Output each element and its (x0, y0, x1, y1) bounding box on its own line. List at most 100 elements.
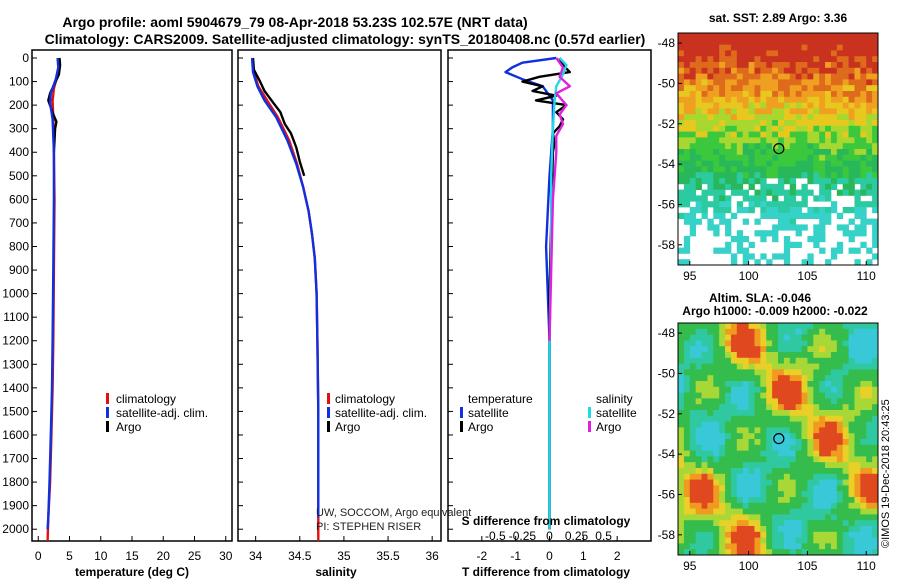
map-cell (819, 485, 826, 492)
map-cell (678, 247, 685, 254)
map-cell (689, 230, 697, 237)
map-cell (807, 369, 814, 376)
map-cell (683, 357, 691, 364)
map-cell (860, 85, 867, 92)
map-cell (713, 50, 720, 57)
map-cell (760, 137, 767, 144)
x-tick-label: 15 (125, 549, 139, 563)
map-cell (813, 352, 820, 359)
map-cell (754, 85, 761, 92)
map-cell (778, 502, 785, 509)
map-cell (795, 450, 802, 457)
map-cell (866, 247, 873, 254)
map-cell (748, 363, 755, 370)
temperature-x-axis: 0 5 10 15 20 25 30 (35, 536, 233, 563)
credit-line2: PI: STEPHEN RISER (316, 521, 421, 533)
map-cell (742, 508, 749, 515)
map-cell (683, 166, 691, 173)
map-cell (830, 328, 838, 335)
map-cell (825, 96, 832, 103)
map-cell (683, 50, 691, 57)
x-tick-label: 0 (35, 549, 42, 563)
map-cell (760, 172, 767, 179)
map-cell (678, 381, 685, 388)
map-cell (766, 328, 773, 335)
map-cell (830, 154, 838, 161)
map-cell (689, 415, 697, 422)
map-cell (772, 468, 779, 475)
map-cell (778, 178, 785, 185)
map-cell (707, 473, 714, 480)
map-cell (772, 334, 779, 341)
map-cell (860, 125, 867, 132)
map-cell (872, 154, 879, 161)
map-cell (836, 149, 844, 156)
map-cell (754, 102, 761, 109)
map-cell (795, 328, 802, 335)
map-cell (819, 91, 826, 98)
map-cell (742, 33, 749, 40)
map-cell (866, 421, 873, 428)
map-cell (819, 236, 826, 243)
map-cell (719, 444, 726, 451)
map-cell (760, 73, 767, 80)
map-cell (807, 149, 814, 156)
map-cell (789, 323, 797, 330)
map-cell (772, 253, 779, 260)
map-cell (789, 433, 797, 440)
map-cell (854, 491, 861, 498)
map-cell (778, 253, 785, 260)
map-cell (695, 85, 702, 92)
map-cell (825, 85, 832, 92)
map-cell (678, 154, 685, 161)
map-cell (866, 357, 873, 364)
map-cell (860, 73, 867, 80)
map-cell (730, 340, 738, 347)
map-cell (678, 415, 685, 422)
map-cell (772, 56, 779, 63)
map-cell (678, 421, 685, 428)
map-cell (848, 56, 855, 63)
map-cell (683, 102, 691, 109)
map-cell (801, 102, 808, 109)
map-cell (795, 363, 802, 370)
map-cell (719, 189, 726, 196)
map-cell (801, 189, 808, 196)
map-cell (701, 363, 708, 370)
map-cell (695, 502, 702, 509)
map-cell (730, 346, 738, 353)
map-cell (701, 497, 708, 504)
map-cell (766, 531, 773, 538)
map-cell (825, 259, 832, 266)
map-cell (872, 241, 879, 248)
map-cell (678, 96, 685, 103)
map-cell (725, 131, 732, 138)
map-cell (860, 143, 867, 150)
map-cell (736, 73, 744, 80)
map-cell (678, 137, 685, 144)
map-cell (872, 375, 879, 382)
map-cell (819, 427, 826, 434)
map-x-tick-label: 95 (683, 559, 697, 573)
map-cell (760, 386, 767, 393)
map-cell (807, 346, 814, 353)
map-cell (766, 392, 773, 399)
map-cell (801, 462, 808, 469)
map-cell (772, 398, 779, 405)
map-cell (801, 212, 808, 219)
map-cell (713, 137, 720, 144)
map-cell (683, 352, 691, 359)
map-cell (754, 352, 761, 359)
map-cell (678, 79, 685, 86)
map-cell (678, 50, 685, 57)
map-cell (836, 473, 844, 480)
map-cell (701, 427, 708, 434)
map-cell (842, 352, 849, 359)
map-cell (730, 473, 738, 480)
map-cell (736, 38, 744, 45)
map-cell (813, 44, 820, 51)
map-cell (683, 96, 691, 103)
map-cell (866, 201, 873, 208)
map-cell (678, 433, 685, 440)
map-cell (713, 212, 720, 219)
